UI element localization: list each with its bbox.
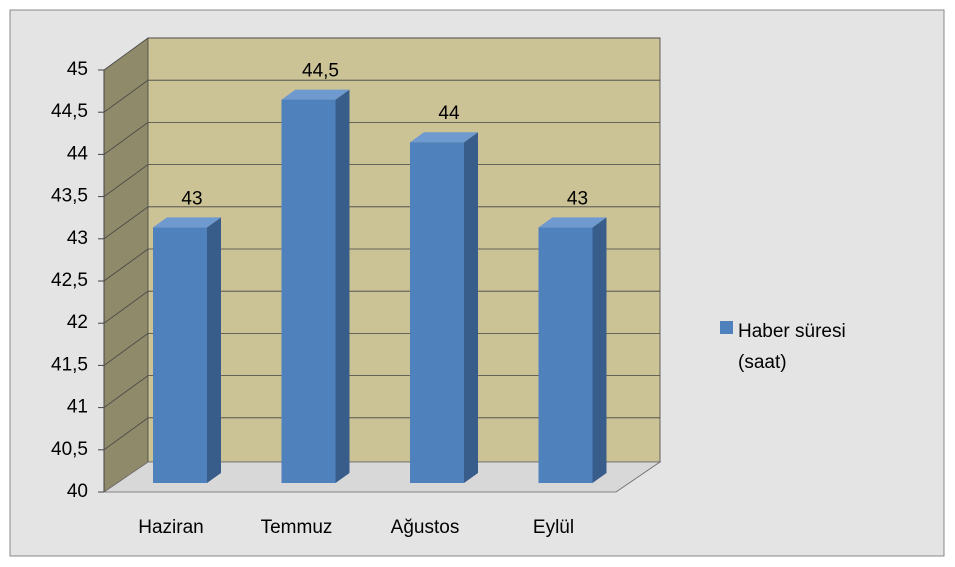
y-tick-label: 41,5 (51, 354, 88, 375)
y-tick-label: 41 (67, 397, 88, 418)
y-tick-label: 44,5 (51, 101, 88, 122)
y-tick-label: 42,5 (51, 270, 88, 291)
x-tick-label: Temmuz (261, 517, 333, 538)
bar-top (410, 132, 478, 143)
y-tick-label: 44 (67, 143, 89, 164)
grid-line (103, 375, 149, 408)
legend-swatch (720, 321, 733, 334)
value-label: 43 (181, 188, 202, 209)
bar-side (592, 217, 607, 483)
value-label: 44 (438, 103, 460, 124)
y-tick-label: 45 (67, 59, 88, 80)
legend-label: Haber süresi (saat) (738, 321, 846, 373)
grid-line (103, 206, 149, 240)
grid-line (103, 164, 149, 197)
x-tick-label: Haziran (138, 517, 203, 538)
bar (410, 142, 464, 483)
bar (538, 227, 593, 483)
grid-line (103, 37, 149, 71)
grid-line (103, 122, 149, 155)
grid-line (103, 333, 149, 366)
grid-line (103, 417, 149, 451)
bar-top (538, 217, 607, 228)
grid-line (103, 290, 149, 324)
x-tick-label: Ağustos (391, 517, 460, 538)
value-label: 43 (567, 188, 588, 209)
y-tick-label: 42 (67, 312, 88, 333)
bar-side (207, 217, 221, 483)
bar-top (281, 89, 350, 100)
y-tick-label: 40 (67, 481, 88, 502)
y-tick-label: 43 (67, 228, 88, 249)
x-tick-label: Eylül (533, 517, 574, 538)
grid-line (103, 79, 149, 113)
y-tick-label: 43,5 (51, 186, 88, 207)
bar (281, 99, 336, 483)
value-label: 44,5 (302, 61, 339, 82)
bar-side (464, 132, 478, 483)
y-tick-label: 40,5 (51, 439, 88, 460)
floor (102, 461, 662, 493)
bar-side (335, 89, 350, 483)
bar-top (153, 217, 221, 228)
grid-line (103, 248, 149, 282)
bar (153, 227, 207, 483)
